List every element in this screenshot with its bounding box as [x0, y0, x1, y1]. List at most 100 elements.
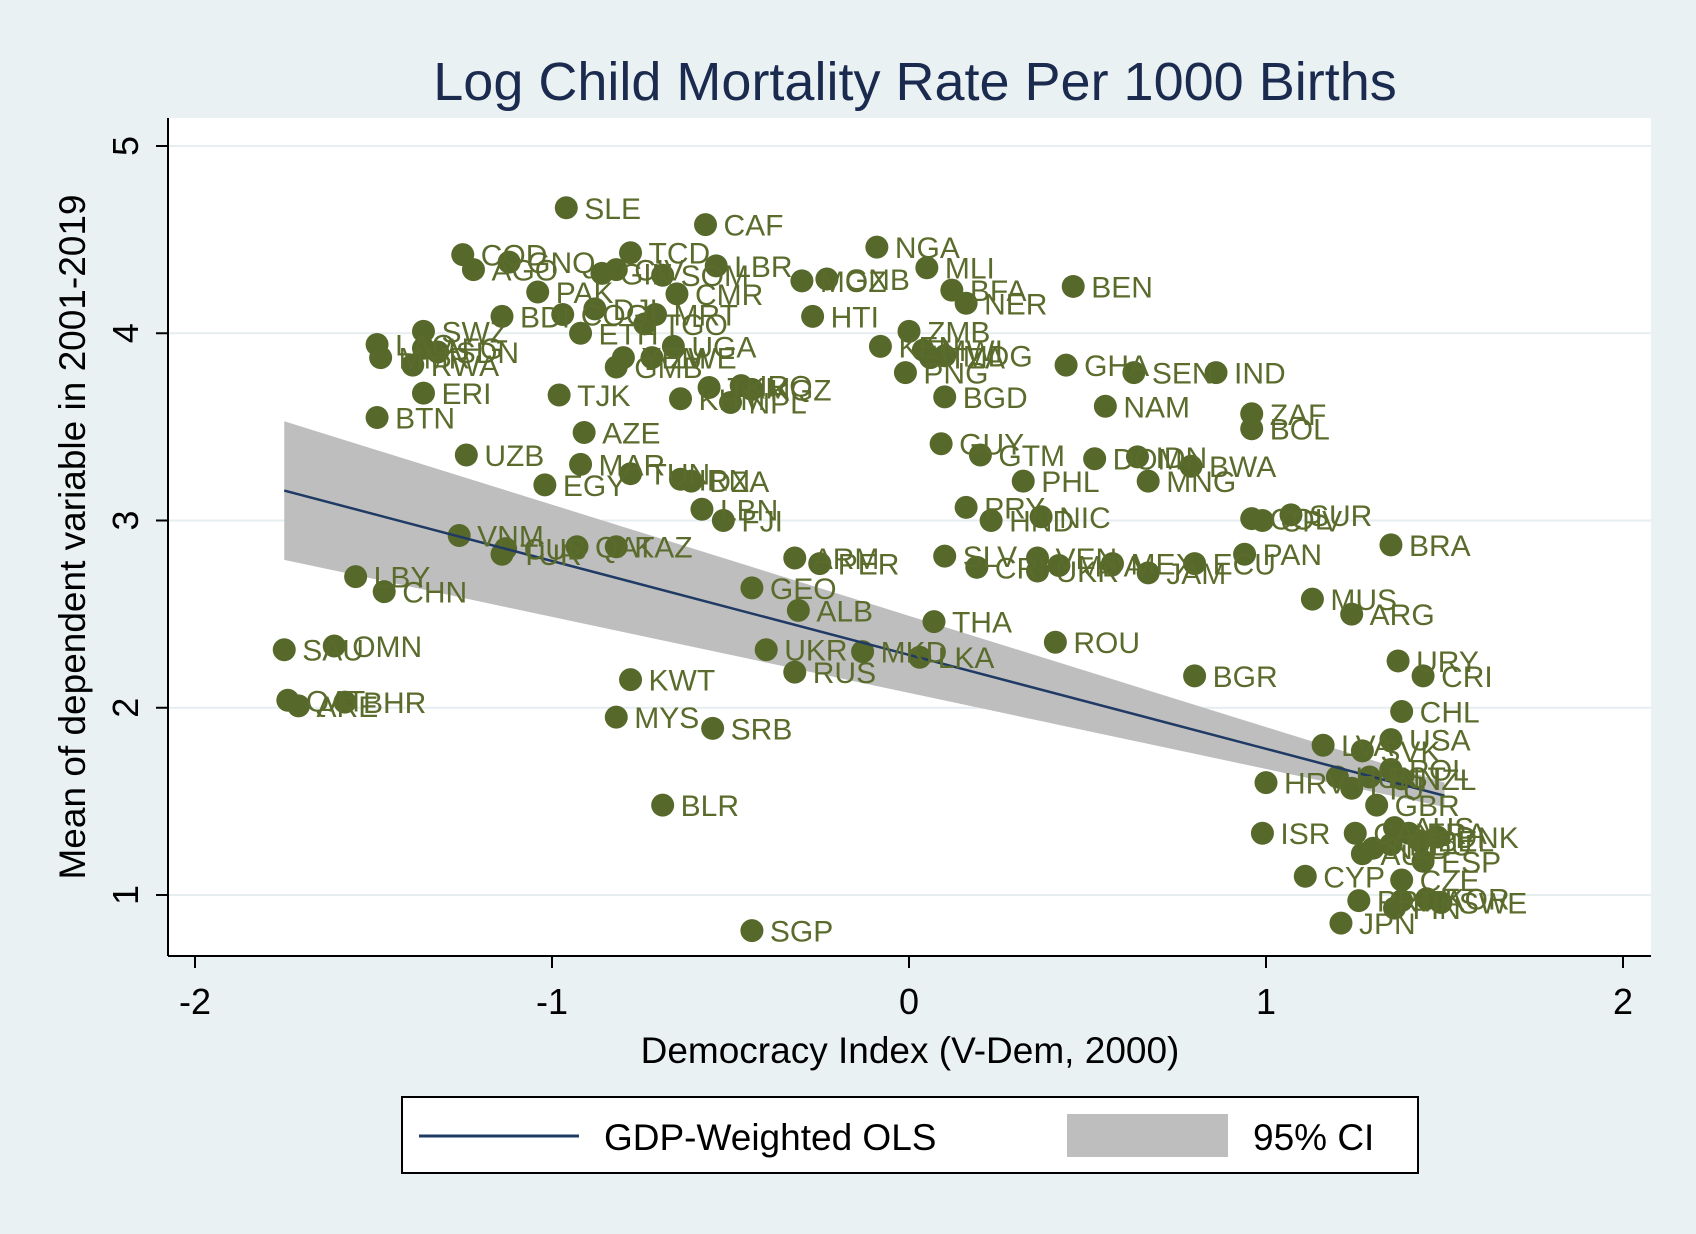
data-point-label: TJK	[577, 380, 630, 413]
data-point-label: MNG	[1166, 466, 1236, 499]
data-point	[1293, 864, 1317, 888]
data-point-label: ITA	[1420, 886, 1464, 919]
data-point-label: MRT	[674, 300, 738, 333]
data-point-label: GBR	[1395, 790, 1460, 823]
data-point	[1240, 417, 1264, 441]
data-point	[1300, 587, 1324, 611]
data-point	[851, 640, 875, 664]
data-point-label: LTU	[1370, 773, 1424, 806]
data-point	[1365, 793, 1389, 817]
data-point	[1379, 533, 1403, 557]
data-point-label: SWZ	[441, 316, 508, 349]
data-point-label: EST	[1388, 762, 1446, 795]
data-point-label: MDA	[1077, 550, 1144, 583]
data-point	[711, 509, 735, 532]
data-point-label: NLD	[1391, 833, 1451, 866]
data-point	[1408, 829, 1432, 853]
data-point	[669, 387, 693, 411]
data-point-label: PRY	[984, 492, 1045, 525]
data-point-label: BHR	[363, 687, 426, 720]
data-point-label: CYP	[1323, 861, 1385, 894]
data-point	[697, 376, 721, 400]
data-point-label: MKD	[881, 637, 948, 670]
data-point	[1125, 445, 1149, 469]
data-point	[690, 497, 714, 521]
y-tick-label: 4	[105, 323, 146, 343]
data-point-label: SRB	[731, 713, 793, 746]
data-point	[401, 353, 425, 377]
data-point-label: BEL	[1438, 826, 1495, 859]
data-point-label: TZA	[948, 343, 1005, 376]
data-point-label: EGY	[563, 470, 626, 503]
data-point	[454, 443, 478, 467]
data-point	[701, 716, 725, 740]
data-point-label: HUN	[1355, 762, 1420, 795]
data-point-label: PAK	[556, 277, 614, 310]
data-point	[1250, 509, 1274, 532]
data-point	[933, 344, 957, 368]
data-point	[547, 383, 571, 407]
data-point-label: JPN	[1359, 908, 1416, 941]
data-point-label: URY	[1416, 646, 1479, 679]
data-point	[533, 473, 557, 497]
data-point-label: POL	[1409, 755, 1469, 788]
data-point-label: NZL	[1420, 764, 1477, 797]
data-point	[1350, 842, 1374, 866]
data-point-label: CZE	[1420, 865, 1480, 898]
data-point-label: LVA	[1341, 730, 1393, 763]
data-point	[968, 443, 992, 467]
data-point	[1379, 728, 1403, 752]
legend-band-swatch	[1067, 1114, 1228, 1157]
data-point	[740, 377, 764, 401]
data-point	[808, 552, 832, 576]
data-point-label: BRA	[1409, 530, 1471, 563]
data-point-label: QAT	[595, 532, 654, 565]
data-point-label: SDN	[456, 337, 519, 370]
data-point	[426, 340, 450, 364]
legend: GDP-Weighted OLS 95% CI	[401, 1096, 1419, 1174]
data-point-label: DOM	[1113, 444, 1183, 477]
data-point	[1183, 552, 1207, 576]
data-point	[719, 391, 742, 415]
data-point	[1347, 889, 1371, 913]
data-point	[1411, 664, 1435, 688]
data-point-label: ARG	[1370, 599, 1435, 632]
data-point-label: BEN	[1091, 271, 1153, 304]
data-point-label: IRQ	[759, 371, 812, 404]
data-point-label: USA	[1409, 725, 1471, 758]
data-point-label: CRI	[1441, 661, 1493, 694]
data-point	[287, 694, 311, 718]
data-point-label: ECU	[1213, 549, 1276, 582]
data-point-label: LBN	[720, 494, 778, 527]
data-point	[1343, 821, 1367, 845]
data-point	[704, 254, 728, 278]
data-point	[1329, 911, 1353, 935]
data-point-label: IDN	[1155, 442, 1207, 475]
data-point-label: BGD	[963, 382, 1028, 415]
data-point-label: GUY	[959, 429, 1024, 462]
data-point	[865, 235, 889, 259]
data-point	[1026, 559, 1050, 583]
data-point	[1340, 602, 1364, 626]
data-point-label: LKA	[938, 642, 995, 675]
data-point	[1122, 361, 1146, 385]
data-point-label: VNM	[477, 520, 544, 553]
data-point	[965, 555, 989, 579]
data-point	[569, 452, 593, 476]
data-point	[1350, 739, 1374, 763]
data-point	[1429, 890, 1453, 914]
data-point	[1383, 896, 1407, 920]
data-point	[411, 319, 435, 343]
data-point	[651, 793, 675, 817]
data-point	[640, 346, 664, 370]
data-point-label: AUS	[1413, 813, 1475, 846]
data-point	[619, 462, 643, 486]
data-point-label: BLR	[681, 790, 739, 823]
data-point	[1340, 776, 1364, 800]
data-point-label: CHL	[1420, 696, 1480, 729]
data-point	[1390, 699, 1414, 723]
data-point-label: UKR	[784, 635, 847, 668]
y-tick-label: 3	[105, 510, 146, 530]
data-point	[1386, 649, 1410, 673]
data-point-label: VEN	[1056, 543, 1118, 576]
